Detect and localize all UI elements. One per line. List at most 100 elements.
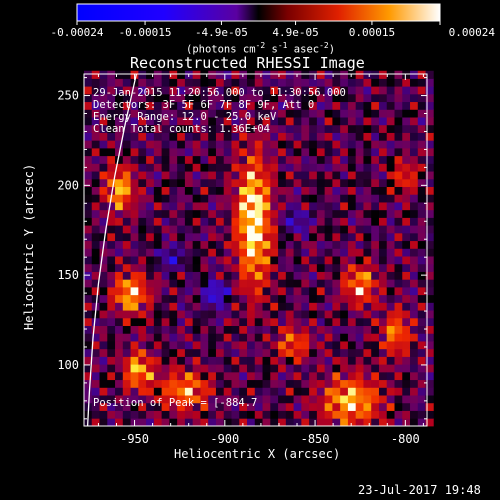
heatmap-cell xyxy=(200,163,209,172)
heatmap-cell xyxy=(425,178,434,187)
heatmap-cell xyxy=(161,287,170,296)
heatmap-cell xyxy=(153,171,163,180)
heatmap-cell xyxy=(115,124,124,133)
heatmap-cell xyxy=(301,194,310,203)
heatmap-cell xyxy=(122,178,131,187)
heatmap-cell xyxy=(223,325,232,334)
heatmap-cell xyxy=(122,271,131,280)
heatmap-cell xyxy=(115,263,124,272)
heatmap-cell xyxy=(355,109,364,118)
heatmap-cell xyxy=(301,240,310,249)
heatmap-cell xyxy=(410,117,419,126)
heatmap-cell xyxy=(239,325,248,334)
heatmap-cell xyxy=(402,163,411,172)
heatmap-cell xyxy=(309,93,318,103)
heatmap-cell xyxy=(347,387,357,396)
heatmap-cell xyxy=(169,194,178,203)
heatmap-cell xyxy=(270,317,279,327)
heatmap-cell xyxy=(402,171,411,180)
heatmap-cell xyxy=(192,93,201,103)
heatmap-cell xyxy=(84,178,93,187)
heatmap-cell xyxy=(239,256,248,265)
heatmap-cell xyxy=(99,341,108,350)
heatmap-cell xyxy=(301,317,310,327)
heatmap-cell xyxy=(363,202,372,211)
heatmap-cell xyxy=(301,364,310,373)
heatmap-cell xyxy=(301,93,310,103)
heatmap-cell xyxy=(138,232,147,242)
heatmap-cell xyxy=(146,333,155,342)
heatmap-cell xyxy=(301,279,310,288)
heatmap-cell xyxy=(301,356,310,365)
heatmap-cell xyxy=(146,248,155,257)
heatmap-cell xyxy=(340,294,349,303)
heatmap-cell xyxy=(192,341,201,350)
heatmap-cell xyxy=(410,147,419,157)
heatmap-cell xyxy=(285,225,294,234)
heatmap-cell xyxy=(386,132,395,141)
heatmap-cell xyxy=(208,287,217,296)
heatmap-cell xyxy=(262,310,271,319)
heatmap-cell xyxy=(184,93,194,103)
heatmap-cell xyxy=(417,194,426,203)
heatmap-cell xyxy=(122,186,131,195)
heatmap-cell xyxy=(146,418,155,427)
heatmap-cell xyxy=(278,302,287,311)
heatmap-cell xyxy=(394,209,403,218)
heatmap-cell xyxy=(99,256,108,265)
heatmap-cell xyxy=(309,232,318,242)
heatmap-cell xyxy=(340,186,349,195)
heatmap-cell xyxy=(247,256,256,265)
heatmap-cell xyxy=(107,287,116,296)
heatmap-cell xyxy=(270,109,279,118)
heatmap-cell xyxy=(153,109,163,118)
heatmap-cell xyxy=(262,395,271,404)
heatmap-cell xyxy=(153,124,163,133)
heatmap-cell xyxy=(262,371,271,381)
heatmap-cell xyxy=(324,140,333,149)
heatmap-cell xyxy=(285,341,294,350)
heatmap-cell xyxy=(231,364,240,373)
heatmap-cell xyxy=(231,109,240,118)
heatmap-cell xyxy=(146,341,155,350)
heatmap-cell xyxy=(301,387,310,396)
heatmap-cell xyxy=(91,379,100,388)
heatmap-cell xyxy=(138,178,147,187)
heatmap-cell xyxy=(208,317,217,327)
heatmap-cell xyxy=(347,217,357,226)
heatmap-cell xyxy=(301,302,310,311)
heatmap-cell xyxy=(107,294,116,303)
heatmap-cell xyxy=(115,287,124,296)
heatmap-cell xyxy=(169,225,178,234)
heatmap-cell xyxy=(192,124,201,133)
heatmap-cell xyxy=(363,256,372,265)
heatmap-cell xyxy=(417,93,426,103)
heatmap-cell xyxy=(363,271,372,280)
heatmap-cell xyxy=(316,310,326,319)
heatmap-cell xyxy=(417,341,426,350)
heatmap-cell xyxy=(293,163,302,172)
heatmap-cell xyxy=(223,93,232,103)
heatmap-cell xyxy=(417,402,426,411)
heatmap-cell xyxy=(363,263,372,272)
heatmap-cell xyxy=(355,263,364,272)
heatmap-cell xyxy=(223,263,232,272)
heatmap-cell xyxy=(169,279,178,288)
heatmap-cell xyxy=(138,240,147,249)
heatmap-cell xyxy=(231,271,240,280)
heatmap-cell xyxy=(371,140,380,149)
heatmap-cell xyxy=(324,364,333,373)
heatmap-cell xyxy=(402,78,411,87)
heatmap-cell xyxy=(324,395,333,404)
heatmap-cell xyxy=(394,163,403,172)
heatmap-cell xyxy=(270,70,279,79)
heatmap-cell xyxy=(208,356,217,365)
heatmap-cell xyxy=(115,232,124,242)
heatmap-cell xyxy=(363,78,372,87)
heatmap-cell xyxy=(332,109,341,118)
heatmap-cell xyxy=(122,333,131,342)
heatmap-cell xyxy=(91,248,100,257)
heatmap-cell xyxy=(410,387,419,396)
heatmap-cell xyxy=(278,325,287,334)
